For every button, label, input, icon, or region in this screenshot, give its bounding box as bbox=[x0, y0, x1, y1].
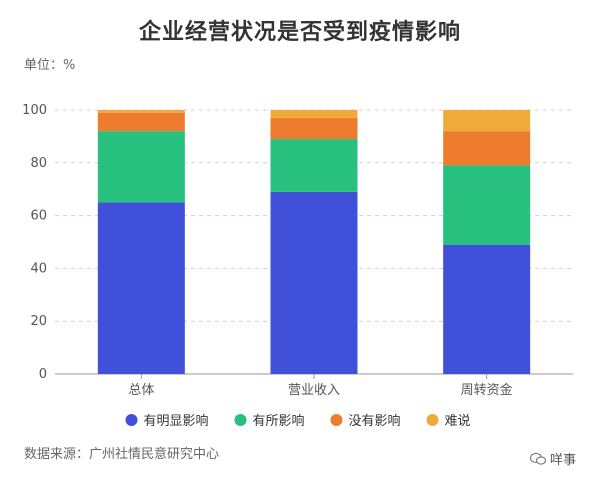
bar-segment bbox=[443, 131, 531, 166]
y-tick-label: 60 bbox=[30, 209, 47, 224]
legend-label: 有所影响 bbox=[253, 413, 305, 429]
bar-segment bbox=[270, 110, 358, 118]
legend-marker bbox=[234, 414, 247, 426]
legend-marker bbox=[330, 414, 343, 426]
watermark-text: 咩事 bbox=[550, 453, 577, 468]
unit-label: 单位：% bbox=[24, 58, 76, 73]
y-tick-label: 20 bbox=[30, 314, 47, 329]
watermark: 咩事 bbox=[530, 449, 576, 468]
legend-label: 没有影响 bbox=[349, 413, 401, 429]
legend-label: 难说 bbox=[445, 414, 471, 429]
bar-segment bbox=[97, 131, 185, 203]
legend-marker bbox=[426, 414, 439, 426]
bar-segment bbox=[443, 165, 531, 245]
bar-segment bbox=[270, 139, 358, 192]
bar-segment bbox=[97, 112, 185, 132]
y-tick-label: 80 bbox=[30, 156, 47, 171]
bar-segment bbox=[443, 110, 531, 132]
y-tick-label: 0 bbox=[39, 367, 47, 382]
wechat-icon bbox=[530, 452, 546, 465]
y-tick-label: 100 bbox=[22, 103, 47, 118]
bar-segment bbox=[270, 191, 358, 374]
bar-segment bbox=[97, 202, 185, 374]
x-tick-label: 营业收入 bbox=[288, 383, 340, 398]
y-tick-label: 40 bbox=[30, 261, 47, 276]
data-source: 数据来源：广州社情民意研究中心 bbox=[24, 447, 220, 462]
chart-title: 企业经营状况是否受到疫情影响 bbox=[138, 20, 461, 45]
x-tick-label: 总体 bbox=[128, 383, 154, 398]
legend-label: 有明显影响 bbox=[144, 413, 209, 429]
bar-segment bbox=[97, 110, 185, 113]
legend-marker bbox=[125, 414, 138, 426]
bar-segment bbox=[443, 244, 531, 374]
bar-segment bbox=[270, 117, 358, 140]
x-tick-label: 周转资金 bbox=[461, 382, 513, 398]
